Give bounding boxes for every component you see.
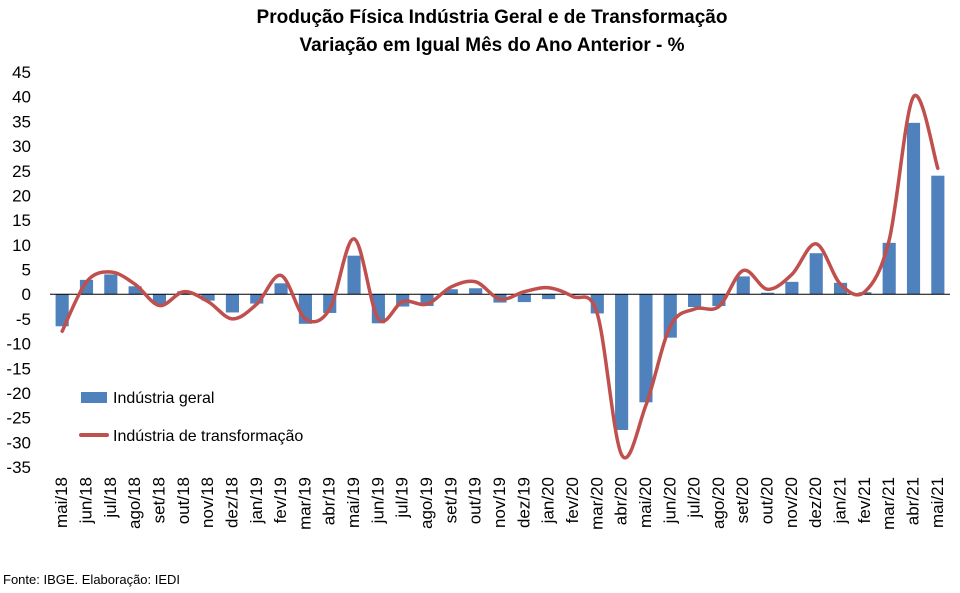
y-tick-label: -30: [6, 433, 31, 452]
x-tick-label: ago/20: [709, 477, 728, 529]
x-tick-label: jul/18: [101, 477, 120, 519]
x-tick-label: mai/21: [928, 477, 947, 528]
bar: [712, 294, 726, 307]
bar: [833, 282, 848, 295]
x-tick-label: nov/19: [490, 477, 509, 528]
x-tick-label: out/18: [174, 477, 193, 524]
bar: [128, 286, 142, 295]
x-tick-label: set/18: [149, 477, 168, 523]
x-tick-label: jan/21: [831, 477, 850, 524]
x-tick-label: out/19: [466, 477, 485, 524]
y-tick-label: -25: [6, 409, 31, 428]
y-tick-label: -10: [6, 335, 31, 354]
x-tick-label: fev/20: [563, 477, 582, 523]
y-tick-label: 25: [12, 162, 31, 181]
bar-series: [55, 122, 945, 430]
bar: [55, 294, 69, 327]
bar: [104, 274, 118, 295]
bar: [517, 294, 531, 303]
x-tick-label: mai/19: [344, 477, 363, 528]
y-tick-label: -5: [16, 310, 31, 329]
bar: [444, 289, 458, 295]
bar: [201, 294, 215, 301]
x-tick-label: dez/18: [222, 477, 241, 528]
x-tick-label: dez/19: [514, 477, 533, 528]
x-tick-label: set/19: [441, 477, 460, 523]
bar: [688, 294, 702, 308]
x-tick-label: mar/21: [879, 477, 898, 530]
bar: [250, 294, 264, 304]
legend-label-bar: Indústria geral: [113, 390, 214, 407]
x-tick-label: mar/20: [587, 477, 606, 530]
y-tick-label: -35: [6, 458, 31, 477]
source-note: Fonte: IBGE. Elaboração: IEDI: [3, 572, 181, 587]
x-tick-label: nov/20: [782, 477, 801, 528]
bar: [225, 294, 239, 313]
y-tick-label: -20: [6, 384, 31, 403]
y-tick-label: 45: [12, 63, 31, 82]
x-tick-label: jun/19: [368, 477, 387, 524]
x-tick-label: jul/20: [685, 477, 704, 519]
x-tick-label: mai/20: [636, 477, 655, 528]
legend-swatch-bar: [81, 392, 107, 403]
bar: [639, 294, 653, 403]
bar: [152, 294, 167, 305]
line-series: [60, 93, 940, 460]
y-tick-label: 35: [12, 112, 31, 131]
bar: [615, 294, 629, 430]
bar: [785, 281, 799, 295]
x-tick-label: fev/21: [855, 477, 874, 523]
y-tick-label: 30: [12, 137, 31, 156]
x-tick-label: jun/18: [76, 477, 95, 524]
bar: [347, 255, 361, 295]
legend-label-line: Indústria de transformação: [113, 428, 303, 445]
x-tick-label: abr/21: [904, 477, 923, 525]
bar: [809, 253, 823, 295]
x-axis-ticks: mai/18 jun/18 jul/18 ago/18 set/18 out/18 nov/…: [52, 477, 947, 530]
bar: [663, 294, 677, 338]
chart-subtitle: Variação em Igual Mês do Ano Anterior - …: [299, 35, 684, 56]
y-tick-label: 10: [12, 236, 31, 255]
x-tick-label: nov/18: [198, 477, 217, 528]
y-tick-label: 20: [12, 186, 31, 205]
bar: [761, 292, 775, 295]
line-industria-transformacao: [60, 93, 940, 460]
y-tick-label: 5: [22, 261, 31, 280]
y-tick-label: 40: [12, 88, 31, 107]
bar: [931, 175, 945, 295]
chart-title: Produção Física Indústria Geral e de Tra…: [257, 7, 728, 28]
y-tick-label: 15: [12, 211, 31, 230]
x-tick-label: jun/20: [660, 477, 679, 524]
bar: [274, 283, 288, 295]
x-tick-label: abr/19: [320, 477, 339, 525]
y-tick-label: 0: [22, 285, 31, 304]
bar: [469, 288, 483, 295]
x-tick-label: set/20: [733, 477, 752, 523]
x-tick-label: mar/19: [295, 477, 314, 530]
bar: [542, 294, 556, 300]
x-tick-label: dez/20: [806, 477, 825, 528]
x-tick-label: mai/18: [52, 477, 71, 528]
x-tick-label: jul/19: [393, 477, 412, 519]
bar: [420, 294, 434, 307]
legend: Indústria geral Indústria de transformaç…: [79, 390, 303, 445]
x-tick-label: fev/19: [271, 477, 290, 523]
bar: [736, 276, 750, 295]
x-tick-label: out/20: [758, 477, 777, 524]
x-tick-label: abr/20: [612, 477, 631, 525]
x-tick-label: ago/18: [125, 477, 144, 529]
y-tick-label: -15: [6, 359, 31, 378]
x-tick-label: jan/19: [247, 477, 266, 524]
x-tick-label: ago/19: [417, 477, 436, 529]
x-tick-label: jan/20: [539, 477, 558, 524]
bar: [906, 122, 921, 295]
y-axis-ticks: 45 40 35 30 25 20 15 10 5 0 -5 -10 -15 -20 -25 -30 -35: [6, 63, 31, 477]
